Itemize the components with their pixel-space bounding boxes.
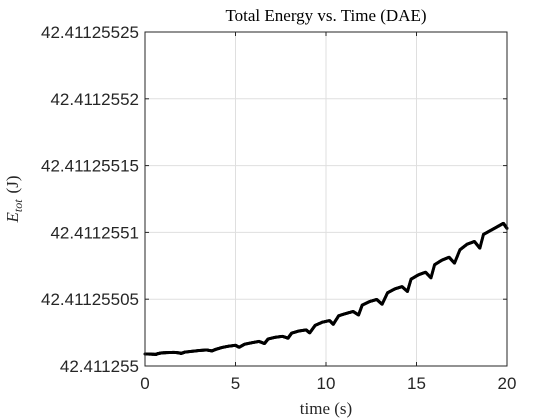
- data-points: [143, 221, 509, 356]
- y-tick-label: 42.411255: [60, 357, 139, 376]
- x-tick-label: 5: [231, 374, 240, 393]
- chart-title: Total Energy vs. Time (DAE): [225, 6, 426, 25]
- y-axis-label-unit: (J): [3, 175, 22, 193]
- y-axis-label: Etot (J): [3, 175, 25, 223]
- y-axis-label-main: E: [3, 212, 22, 224]
- x-tick-label: 0: [140, 374, 149, 393]
- x-tick-label: 20: [498, 374, 517, 393]
- y-tick-label: 42.4112552: [50, 90, 139, 109]
- y-tick-label: 42.41125515: [41, 157, 139, 176]
- axis-ticks: [144, 31, 508, 367]
- x-axis-label: time (s): [300, 399, 352, 418]
- y-tick-label: 42.41125505: [41, 290, 139, 309]
- y-tick-label: 42.4112551: [50, 223, 139, 242]
- y-tick-label: 42.41125525: [41, 23, 139, 42]
- y-axis-label-sub: tot: [11, 199, 25, 212]
- x-tick-label: 10: [317, 374, 336, 393]
- x-tick-labels: 0 5 10 15 20: [140, 374, 516, 393]
- y-tick-labels: 42.411255 42.41125505 42.4112551 42.4112551…: [41, 23, 139, 376]
- x-tick-label: 15: [407, 374, 426, 393]
